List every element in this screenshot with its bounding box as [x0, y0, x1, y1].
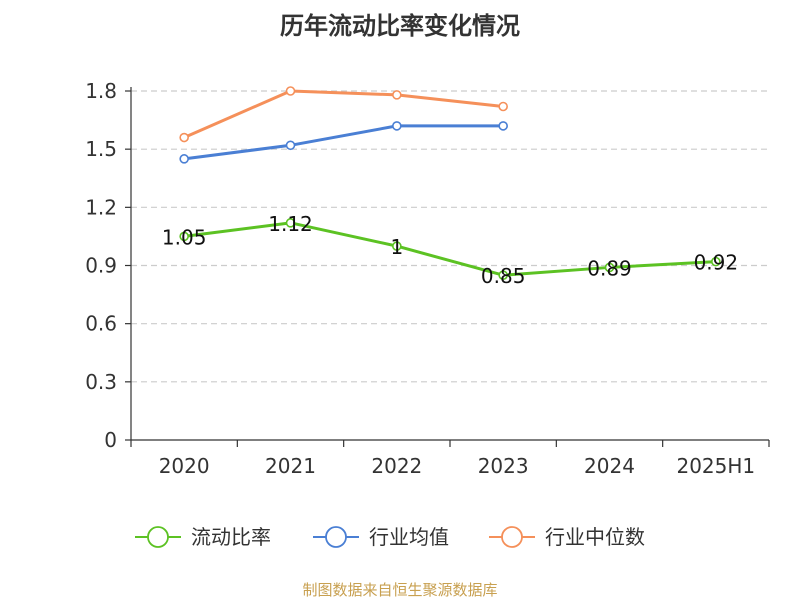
x-tick-label: 2021 — [265, 454, 316, 478]
chart-title: 历年流动比率变化情况 — [280, 12, 520, 40]
legend-item: 流动比率 — [135, 525, 271, 549]
data-point — [179, 132, 189, 143]
y-tick-label: 0.3 — [85, 370, 117, 394]
data-point — [711, 256, 721, 267]
data-point — [498, 101, 508, 112]
source-note: 制图数据来自恒生聚源数据库 — [302, 581, 497, 599]
data-point — [498, 121, 508, 131]
y-tick-label: 1.2 — [85, 195, 117, 219]
series-1 — [179, 121, 508, 164]
y-tick-label: 1.5 — [85, 137, 117, 161]
legend-marker — [325, 526, 347, 548]
series-2 — [179, 86, 508, 143]
legend-item: 行业均值 — [313, 525, 449, 549]
x-tick-label: 2022 — [371, 454, 422, 478]
data-label: 0.89 — [587, 256, 632, 280]
legend-label: 行业中位数 — [545, 525, 645, 549]
x-tick-label: 2024 — [584, 454, 635, 478]
data-label: 1.05 — [162, 225, 207, 249]
series-line — [183, 221, 716, 277]
data-point — [179, 154, 189, 164]
legend-marker — [501, 526, 523, 548]
data-point — [392, 90, 402, 100]
data-label: 0.85 — [481, 264, 526, 288]
data-label: 0.92 — [694, 251, 739, 275]
data-label: 1 — [390, 235, 403, 259]
axes: 0 0.3 0.6 0.9 1.2 1.5 1.8 2020 2021 2022 2023 2024 2… — [85, 79, 770, 478]
series-lines — [179, 86, 721, 280]
y-tick-label: 1.8 — [85, 79, 117, 103]
data-point — [392, 241, 402, 251]
series-line — [183, 89, 504, 139]
y-tick-label: 0 — [104, 428, 117, 452]
data-label: 1.12 — [268, 212, 313, 236]
data-point — [498, 270, 508, 280]
series-line — [183, 124, 504, 161]
legend-label: 流动比率 — [191, 525, 271, 549]
x-tick-label: 2020 — [159, 454, 210, 478]
data-labels: 1.05 1.12 1 0.85 0.89 0.92 — [162, 212, 738, 288]
legend: 流动比率 行业均值 行业中位数 — [135, 525, 645, 549]
data-point — [285, 218, 296, 228]
x-tick-label: 2023 — [478, 454, 529, 478]
legend-item: 行业中位数 — [489, 525, 645, 549]
data-point — [285, 140, 296, 151]
legend-marker — [147, 526, 169, 548]
data-point — [604, 262, 615, 273]
data-point — [285, 86, 296, 96]
legend-label: 行业均值 — [369, 525, 449, 549]
x-tick-label: 2025H1 — [676, 454, 755, 478]
data-point — [179, 231, 189, 242]
data-point — [392, 121, 402, 131]
series-0 — [179, 218, 721, 280]
y-tick-label: 0.9 — [85, 254, 117, 278]
y-tick-label: 0.6 — [85, 312, 117, 336]
gridlines — [131, 90, 769, 383]
